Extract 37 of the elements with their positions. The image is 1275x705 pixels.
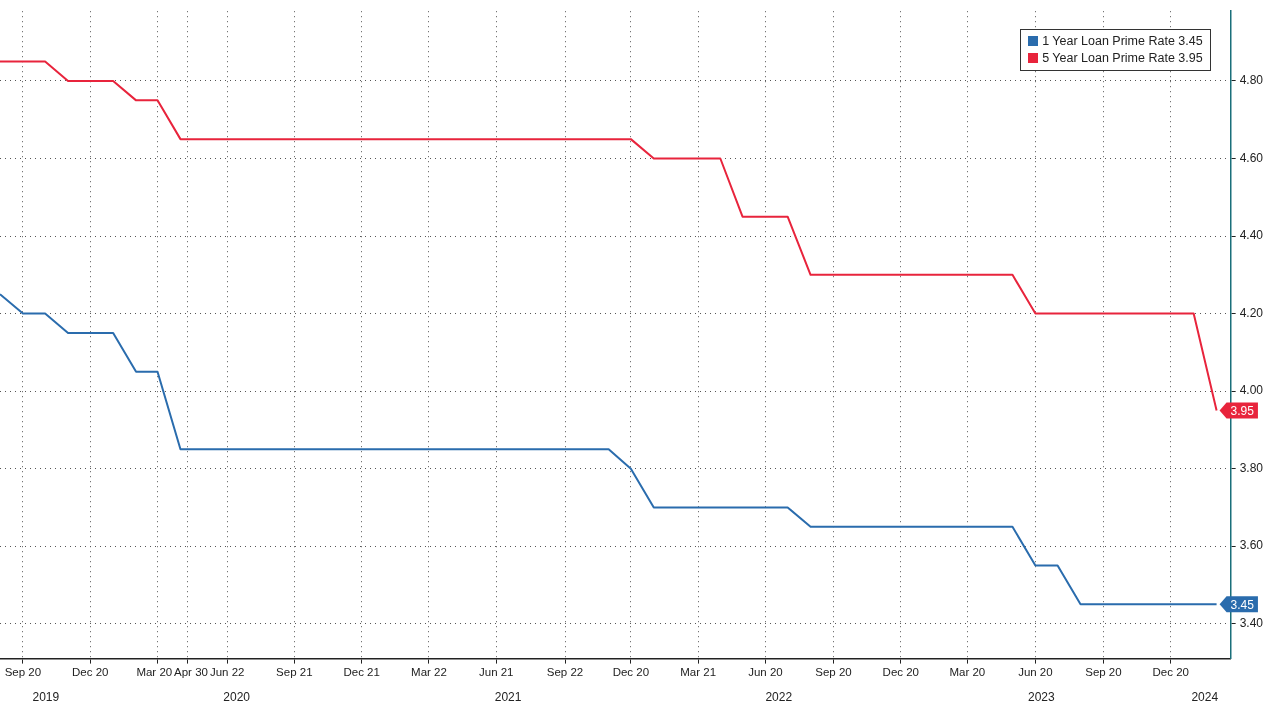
x2-tick-label: 2022: [765, 690, 793, 705]
y-tick-label: 3.60: [1239, 538, 1264, 553]
x2-tick-label: 2019: [32, 690, 60, 705]
x-tick-label: Sep 21: [276, 665, 313, 678]
x2-tick-label: 2021: [494, 690, 522, 705]
x-tick-label: Sep 20: [815, 665, 852, 678]
x2-tick-label: 2024: [1191, 690, 1219, 705]
y-tick-label: 4.60: [1239, 150, 1264, 165]
x-tick-label: Mar 20: [949, 665, 986, 678]
x-tick-label: Jun 20: [748, 665, 783, 678]
x-tick-label: Sep 20: [1085, 665, 1122, 678]
x-tick-label: Dec 20: [882, 665, 920, 678]
data-label: 3.45: [1230, 597, 1255, 612]
y-tick-label: 3.40: [1239, 616, 1264, 631]
x-tick-label: Dec 20: [72, 665, 109, 678]
x-tick-label: Sep 20: [4, 665, 42, 678]
x-tick-label: Mar 20: [136, 665, 173, 678]
y-tick-label: 3.80: [1239, 460, 1264, 475]
x-tick-label: Jun 21: [478, 665, 514, 678]
y-tick-label: 4.40: [1239, 228, 1264, 243]
x-tick-label: Sep 22: [546, 665, 584, 678]
y-tick-label: 4.80: [1239, 73, 1264, 88]
y-tick-label: 4.20: [1239, 305, 1264, 320]
data-label: 3.95: [1230, 403, 1255, 418]
legend-label: 5 Year Loan Prime Rate 3.95: [1042, 51, 1203, 66]
x-tick-label: Dec 21: [343, 665, 380, 678]
x-tick-label: Jun 20: [1018, 665, 1053, 678]
x-tick-label: Apr 30: [174, 665, 208, 678]
legend-label: 1 Year Loan Prime Rate 3.45: [1042, 34, 1203, 49]
x2-tick-label: 2023: [1027, 690, 1055, 705]
y-tick-label: 4.00: [1239, 383, 1264, 398]
x-tick-label: Jun 22: [209, 665, 245, 678]
x-tick-label: Dec 20: [1152, 665, 1189, 678]
x-tick-label: Mar 21: [680, 665, 717, 678]
x-tick-label: Dec 20: [612, 665, 650, 678]
x2-tick-label: 2020: [223, 690, 251, 705]
x-tick-label: Mar 22: [411, 665, 447, 678]
